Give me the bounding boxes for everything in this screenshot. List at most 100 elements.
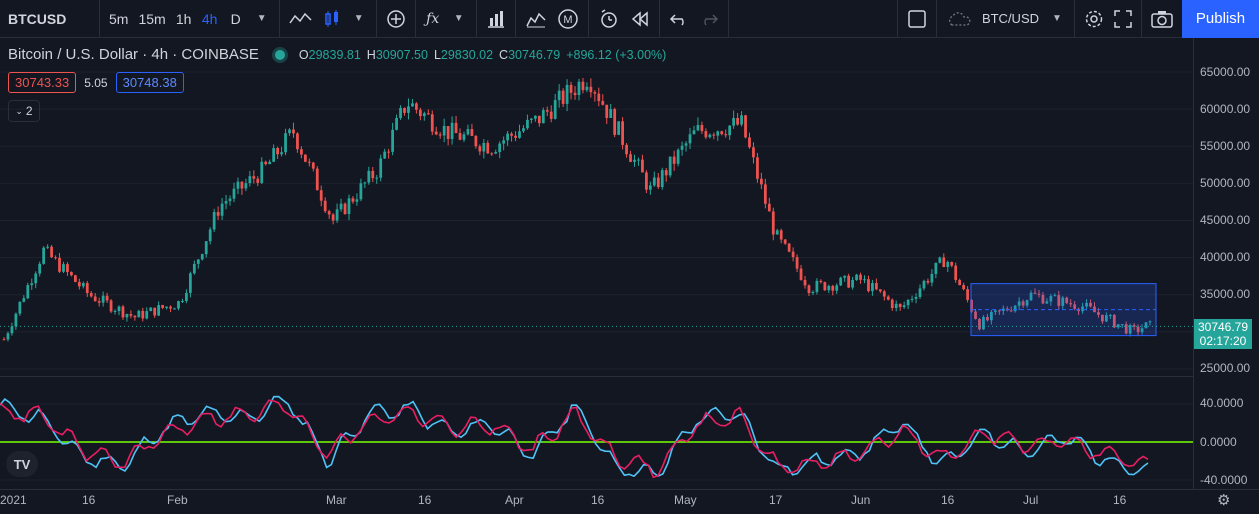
candle-body	[486, 142, 490, 154]
time-axis-label: May	[674, 493, 697, 507]
candle-body	[660, 170, 664, 187]
candle-body	[462, 134, 466, 140]
candle-body	[767, 203, 771, 212]
candle-body	[680, 145, 684, 150]
time-axis-label: Jun	[851, 493, 871, 507]
price-axis-label: 65000.00	[1200, 65, 1251, 79]
fullscreen-icon[interactable]	[1109, 4, 1137, 34]
high-key: H	[366, 47, 376, 62]
candle-body	[296, 133, 299, 150]
candle-body	[228, 198, 232, 202]
candle-body	[1069, 303, 1073, 305]
redo-icon[interactable]	[694, 4, 724, 34]
candle-body	[712, 134, 716, 136]
osc-axis-label: -40.0000	[1200, 473, 1248, 487]
chevron-down-icon[interactable]: ▼	[1052, 13, 1062, 24]
candle-body	[752, 147, 755, 158]
interval-1h[interactable]: 1h	[175, 10, 192, 27]
candle-body	[526, 119, 529, 129]
price-axis[interactable]	[1193, 38, 1259, 489]
mode-icon[interactable]: M	[552, 4, 584, 34]
open-value: 29839.81	[308, 47, 361, 62]
candle-body	[922, 280, 926, 289]
candle-body	[950, 261, 954, 266]
chevron-down-icon[interactable]: ▼	[353, 13, 364, 24]
pane-separator[interactable]	[0, 376, 1193, 377]
candle-body	[494, 152, 498, 154]
candle-body	[490, 153, 494, 155]
time-axis-label: Apr	[505, 493, 524, 507]
candle-body	[617, 121, 621, 135]
candle-body	[208, 229, 212, 242]
candle-body	[236, 181, 240, 189]
publish-button[interactable]: Publish	[1182, 0, 1259, 38]
candle-body	[819, 280, 823, 283]
compare-symbol-label[interactable]: BTC/USD	[981, 11, 1039, 26]
candle-body	[993, 310, 997, 312]
candle-body	[688, 134, 692, 144]
collapse-indicators-button[interactable]: ⌄ 2	[8, 100, 40, 122]
candle-body	[522, 128, 525, 132]
chevron-down-icon[interactable]: ▼	[453, 13, 464, 24]
interval-1d[interactable]: D	[230, 10, 241, 27]
candle-body	[14, 313, 18, 327]
candle-body	[438, 134, 442, 136]
series-legend: Bitcoin / U.S. Dollar · 4h · COINBASE O2…	[8, 46, 666, 63]
candle-body	[121, 306, 125, 318]
tradingview-logo-icon[interactable]: TV	[6, 451, 38, 477]
candle-body	[498, 143, 502, 153]
candle-body	[593, 92, 597, 94]
candle-body	[894, 303, 898, 309]
candle-body	[557, 90, 561, 101]
chevron-down-icon[interactable]: ▼	[256, 13, 267, 24]
candle-body	[252, 176, 256, 179]
candles-icon[interactable]	[318, 4, 346, 34]
indicators-fx-icon[interactable]: ƒx	[426, 10, 440, 27]
candle-body	[926, 280, 930, 283]
candle-body	[510, 133, 513, 136]
layout-group: BTC/USD ▼	[937, 0, 1075, 38]
square-icon[interactable]	[902, 4, 932, 34]
symbol-search-button[interactable]: BTCUSD	[0, 0, 100, 38]
compare-icon[interactable]	[520, 4, 552, 34]
candle-body	[292, 129, 295, 134]
series-title[interactable]: Bitcoin / U.S. Dollar · 4h · COINBASE	[8, 46, 259, 63]
templates-icon[interactable]	[481, 4, 511, 34]
buy-price-button[interactable]: 30748.38	[115, 72, 184, 93]
interval-4h[interactable]: 4h	[201, 10, 218, 27]
svg-text:M: M	[563, 14, 572, 26]
candle-body	[811, 291, 815, 294]
add-icon[interactable]	[381, 4, 411, 34]
camera-icon[interactable]	[1146, 4, 1178, 34]
candle-body	[982, 316, 985, 330]
sell-price-button[interactable]: 30743.33	[8, 72, 77, 93]
candle-body	[6, 333, 10, 340]
candle-body	[181, 300, 184, 302]
candle-body	[1120, 324, 1124, 326]
candle-body	[875, 282, 878, 290]
candle-body	[898, 303, 902, 308]
alert-clock-icon[interactable]	[593, 4, 625, 34]
candle-body	[601, 101, 605, 105]
candle-body	[470, 129, 474, 136]
candle-body	[890, 299, 894, 309]
interval-15m[interactable]: 15m	[138, 10, 166, 27]
candle-body	[621, 121, 624, 145]
candle-body	[200, 254, 204, 260]
line-style-icon[interactable]	[284, 4, 318, 34]
interval-5m[interactable]: 5m	[109, 10, 129, 27]
candle-body	[974, 311, 977, 319]
undo-icon[interactable]	[664, 4, 694, 34]
candle-body	[367, 170, 371, 183]
gear-icon[interactable]	[1079, 4, 1109, 34]
cloud-icon[interactable]	[941, 4, 977, 34]
replay-icon[interactable]	[625, 4, 655, 34]
candle-body	[149, 307, 153, 312]
candle-body	[77, 281, 81, 287]
candle-body	[101, 295, 105, 303]
gear-icon[interactable]: ⚙	[1217, 492, 1231, 509]
time-axis[interactable]	[0, 489, 1259, 514]
candle-body	[629, 154, 632, 162]
candle-body	[339, 203, 343, 210]
